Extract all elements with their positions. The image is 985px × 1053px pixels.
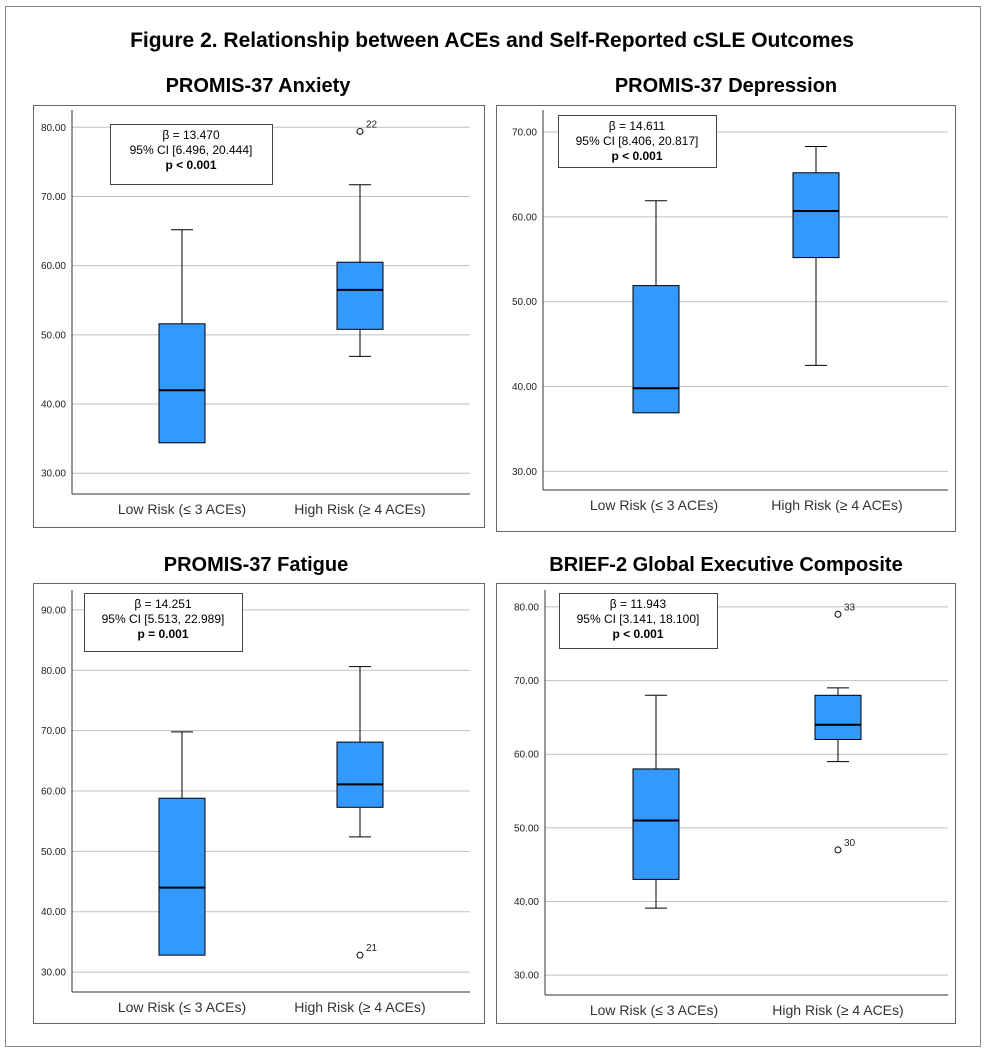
- y-tick-label: 30.00: [512, 467, 537, 478]
- p-value-text: p = 0.001: [137, 627, 188, 641]
- p-value-text: p < 0.001: [165, 158, 216, 172]
- outlier-point: [356, 127, 364, 135]
- ci-text: 95% CI [5.513, 22.989]: [102, 612, 225, 626]
- panel-title: PROMIS-37 Depression: [615, 75, 837, 97]
- box: [158, 323, 206, 444]
- box-group-2: 21: [336, 666, 384, 959]
- box: [632, 285, 680, 414]
- y-tick-label: 30.00: [41, 968, 66, 979]
- y-tick-label: 50.00: [514, 823, 539, 834]
- x-category-label: Low Risk (≤ 3 ACEs): [118, 999, 246, 1015]
- outlier-label: 30: [844, 838, 856, 849]
- y-tick-label: 70.00: [512, 128, 537, 139]
- y-tick-label: 30.00: [514, 971, 539, 982]
- y-tick-label: 40.00: [512, 382, 537, 393]
- y-tick-label: 30.00: [41, 469, 66, 480]
- stats-box: [110, 124, 273, 185]
- p-value-text: p < 0.001: [611, 149, 662, 163]
- box: [336, 261, 384, 330]
- outlier-point: [834, 610, 842, 618]
- y-tick-label: 60.00: [512, 212, 537, 223]
- x-category-label: High Risk (≥ 4 ACEs): [772, 1002, 903, 1018]
- ci-text: 95% CI [3.141, 18.100]: [577, 612, 700, 626]
- panel-frame: [33, 583, 485, 1024]
- beta-text: β = 14.611: [609, 119, 666, 133]
- y-tick-label: 40.00: [514, 897, 539, 908]
- box: [336, 741, 384, 808]
- x-category-label: High Risk (≥ 4 ACEs): [294, 501, 425, 517]
- beta-text: β = 11.943: [610, 597, 667, 611]
- box-group-1: [632, 694, 680, 909]
- y-tick-label: 90.00: [41, 605, 66, 616]
- panel-title: BRIEF-2 Global Executive Composite: [549, 554, 902, 576]
- chart-panel-3: PROMIS-37 Fatigue 30.00 40.00 50.00 60.00 70.…: [33, 554, 485, 1024]
- stats-box: [84, 593, 243, 652]
- panels: PROMIS-37 Anxiety 30.00 40.00 50.00 60.00 70.…: [33, 75, 956, 1024]
- x-category-label: High Risk (≥ 4 ACEs): [771, 497, 902, 513]
- panel-title: PROMIS-37 Fatigue: [164, 554, 348, 576]
- box-group-1: [632, 200, 680, 414]
- outlier-point: [834, 846, 842, 854]
- y-tick-label: 40.00: [41, 400, 66, 411]
- y-tick-label: 50.00: [41, 330, 66, 341]
- p-value-text: p < 0.001: [612, 627, 663, 641]
- x-category-label: Low Risk (≤ 3 ACEs): [590, 1002, 718, 1018]
- stats-box: [558, 115, 717, 168]
- outlier-label: 22: [366, 119, 378, 130]
- chart-panel-2: PROMIS-37 Depression 30.00 40.00 50.00 60.00…: [496, 75, 956, 532]
- panel-frame: [496, 105, 956, 532]
- y-tick-label: 60.00: [514, 750, 539, 761]
- x-category-label: Low Risk (≤ 3 ACEs): [118, 501, 246, 517]
- y-tick-label: 50.00: [512, 297, 537, 308]
- box-group-1: [158, 731, 206, 956]
- chart-panel-4: BRIEF-2 Global Executive Composite 30.00 4…: [496, 554, 956, 1024]
- ci-text: 95% CI [6.496, 20.444]: [130, 143, 253, 157]
- y-tick-label: 70.00: [41, 192, 66, 203]
- y-tick-label: 80.00: [514, 602, 539, 613]
- y-tick-label: 80.00: [41, 666, 66, 677]
- box: [632, 768, 680, 880]
- stats-box: [559, 593, 718, 649]
- box: [814, 694, 862, 740]
- beta-text: β = 13.470: [162, 128, 220, 142]
- ci-text: 95% CI [8.406, 20.817]: [576, 134, 699, 148]
- box-group-1: [158, 229, 206, 444]
- y-tick-label: 60.00: [41, 261, 66, 272]
- box: [158, 797, 206, 956]
- box-group-2: 22: [336, 119, 384, 357]
- y-tick-label: 80.00: [41, 123, 66, 134]
- outlier-label: 21: [366, 943, 378, 954]
- beta-text: β = 14.251: [134, 597, 192, 611]
- y-tick-label: 70.00: [514, 676, 539, 687]
- panel-frame: [496, 583, 956, 1024]
- box: [792, 172, 840, 259]
- box-group-2: [792, 145, 840, 366]
- x-category-label: Low Risk (≤ 3 ACEs): [590, 497, 718, 513]
- figure-title: Figure 2. Relationship between ACEs and …: [130, 29, 854, 52]
- y-tick-label: 70.00: [41, 726, 66, 737]
- y-tick-label: 50.00: [41, 847, 66, 858]
- box-group-2: 33 30: [814, 602, 862, 854]
- outlier-label: 33: [844, 602, 856, 613]
- y-tick-label: 60.00: [41, 787, 66, 798]
- x-category-label: High Risk (≥ 4 ACEs): [294, 999, 425, 1015]
- chart-panel-1: PROMIS-37 Anxiety 30.00 40.00 50.00 60.00 70.…: [33, 75, 485, 528]
- y-tick-label: 40.00: [41, 907, 66, 918]
- outlier-point: [356, 951, 364, 959]
- panel-title: PROMIS-37 Anxiety: [166, 75, 352, 97]
